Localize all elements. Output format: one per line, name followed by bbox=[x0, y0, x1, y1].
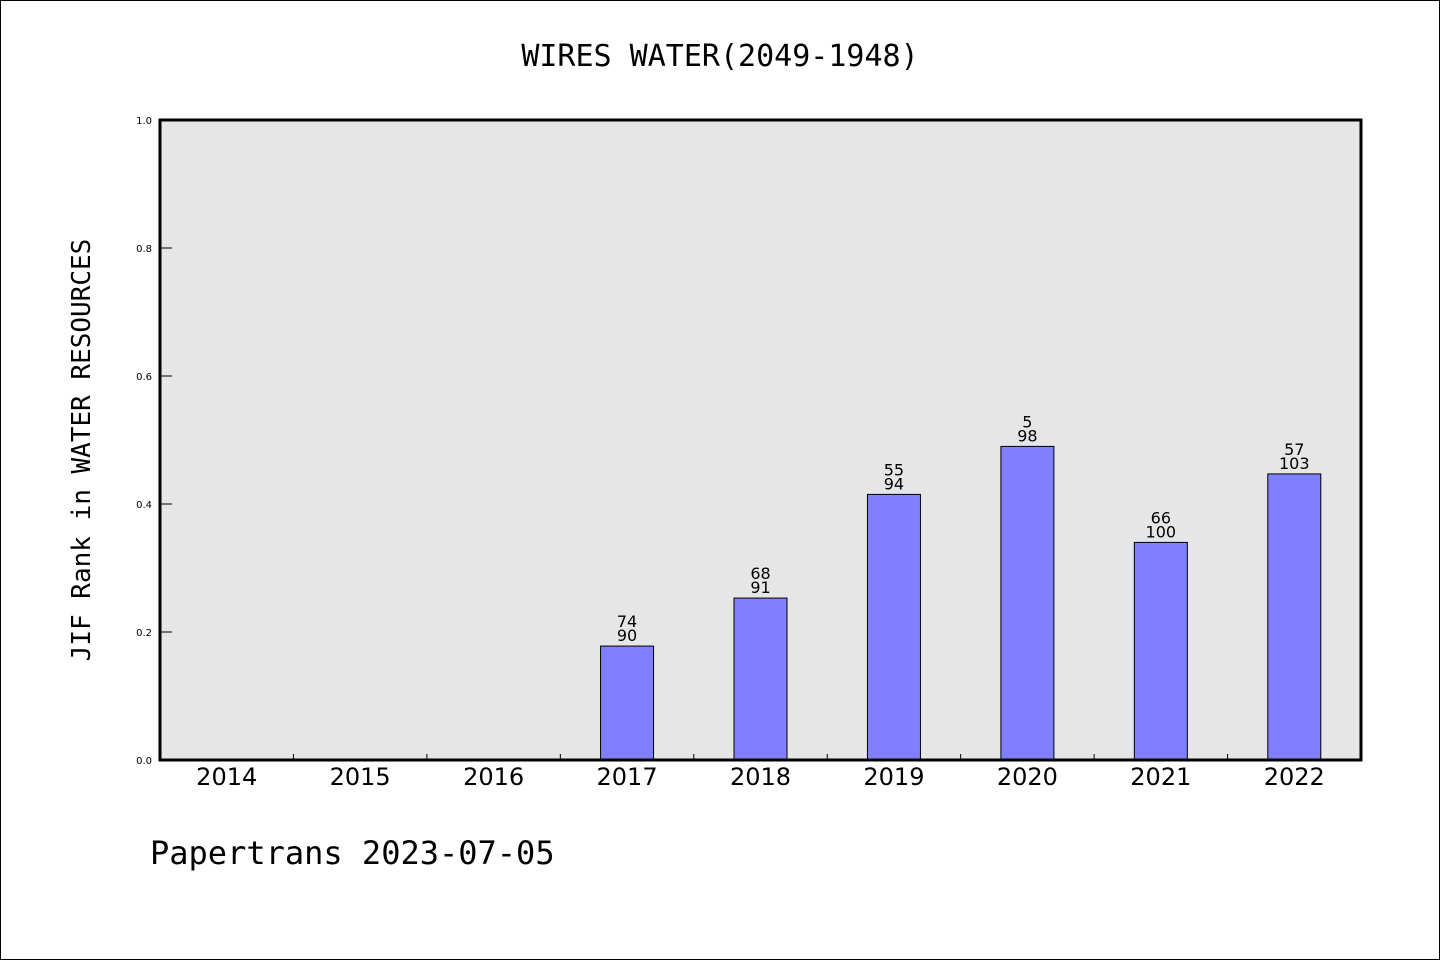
bar-rank-label: 5 bbox=[1022, 412, 1032, 431]
bar-2018 bbox=[733, 597, 788, 761]
bar-rank-label: 66 bbox=[1151, 508, 1171, 527]
bar-rank-label: 68 bbox=[750, 564, 770, 583]
chart-title: WIRES WATER(2049-1948) bbox=[521, 39, 918, 74]
bar-total-label: 98 bbox=[1017, 426, 1037, 445]
x-axis-ticks: 2014 2015 2016 2017 2018 2019 2020 2021 2022 bbox=[196, 754, 1325, 791]
bar-total-label: 103 bbox=[1279, 454, 1310, 473]
bar-total-label: 91 bbox=[750, 578, 770, 597]
bar-2021 bbox=[1133, 541, 1188, 761]
y-tick-label: 1.0 bbox=[136, 116, 152, 127]
x-tick-label: 2020 bbox=[997, 763, 1058, 791]
y-tick-label: 0.6 bbox=[136, 372, 152, 383]
y-tick-label: 0.8 bbox=[136, 244, 152, 255]
bar-total-label: 94 bbox=[884, 474, 904, 493]
plot-border bbox=[158, 118, 1363, 762]
y-tick-label: 0.4 bbox=[136, 500, 152, 511]
y-tick-label: 0.0 bbox=[136, 756, 152, 767]
bars-layer bbox=[600, 445, 1322, 761]
y-tick-label: 0.2 bbox=[136, 628, 152, 639]
bar-total-label: 90 bbox=[617, 626, 637, 645]
bar-rank-label: 57 bbox=[1284, 440, 1304, 459]
bar-2019 bbox=[866, 493, 921, 761]
x-tick-label: 2022 bbox=[1264, 763, 1325, 791]
bar-2017 bbox=[600, 645, 655, 761]
x-tick-label: 2014 bbox=[196, 763, 257, 791]
x-tick-label: 2017 bbox=[597, 763, 658, 791]
x-tick-label: 2016 bbox=[463, 763, 524, 791]
y-axis-label: JIF Rank in WATER RESOURCES bbox=[67, 239, 97, 662]
bar-rank-label: 74 bbox=[617, 612, 637, 631]
footer-credit: Papertrans 2023-07-05 bbox=[150, 834, 555, 872]
bar-total-label: 100 bbox=[1146, 522, 1177, 541]
bar-rank-label: 55 bbox=[884, 460, 904, 479]
x-tick-label: 2019 bbox=[863, 763, 924, 791]
x-tick-label: 2018 bbox=[730, 763, 791, 791]
bar-2020 bbox=[1000, 445, 1055, 761]
x-tick-label: 2021 bbox=[1130, 763, 1191, 791]
x-tick-label: 2015 bbox=[330, 763, 391, 791]
bar-2022 bbox=[1267, 473, 1322, 761]
